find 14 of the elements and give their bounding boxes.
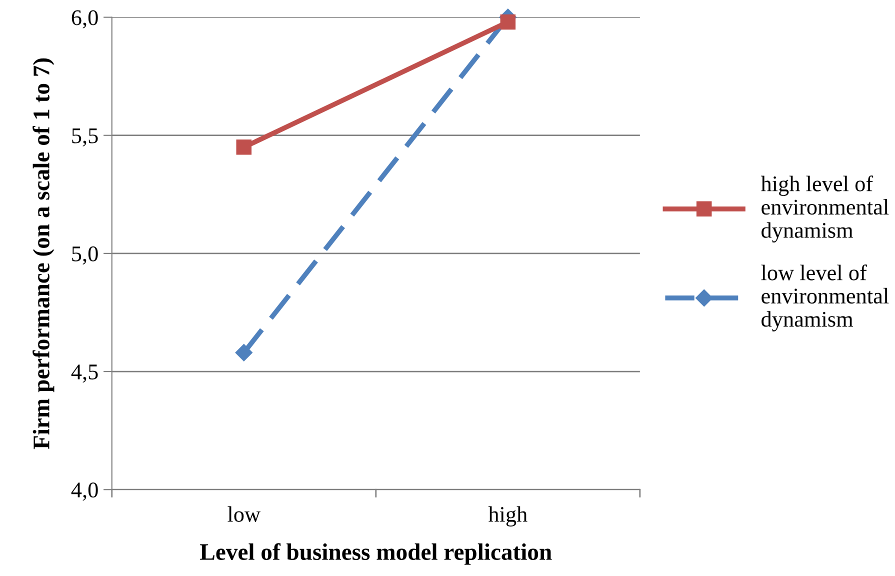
legend-label: low level of environmental dynamism xyxy=(761,264,889,332)
point xyxy=(235,344,252,362)
y-tick-label: 6,0 xyxy=(72,10,98,28)
y-tick-label: 4,0 xyxy=(71,482,98,501)
legend-label: high level of environmental dynamism xyxy=(760,175,889,242)
point xyxy=(500,14,516,30)
y-tick-label: 5,5 xyxy=(72,128,98,146)
y-axis-title: Firm performance (on a scale of 1 to 7) xyxy=(32,58,54,450)
point xyxy=(236,140,252,155)
y-tick-label: 4,5 xyxy=(71,364,98,383)
x-axis-title: Level of business model replication xyxy=(200,543,552,565)
x-tick-label: high xyxy=(488,506,528,526)
y-tick-label: 5,0 xyxy=(72,246,98,265)
x-tick-label: low xyxy=(228,506,260,522)
